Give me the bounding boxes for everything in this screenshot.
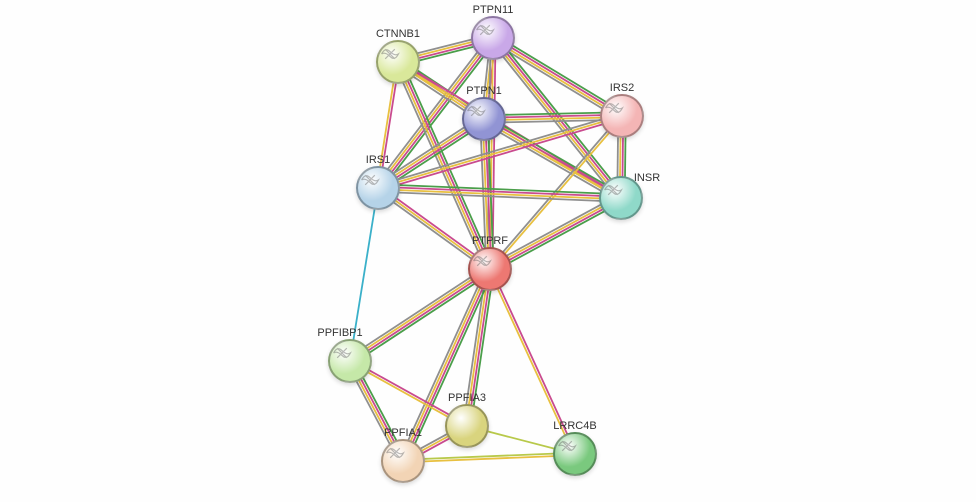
protein-label-ppfia3: PPFIA3 — [448, 392, 486, 404]
protein-structure-icon — [602, 96, 626, 120]
protein-label-ctnnb1: CTNNB1 — [376, 28, 420, 40]
protein-label-irs2: IRS2 — [610, 82, 634, 94]
protein-label-irs1: IRS1 — [366, 154, 390, 166]
protein-node-ppfia3[interactable] — [445, 404, 489, 448]
edge-line — [485, 118, 622, 197]
edge-line — [483, 120, 620, 199]
edge-line — [378, 189, 621, 199]
protein-node-ppfia1[interactable] — [381, 439, 425, 483]
protein-structure-icon — [358, 168, 382, 192]
protein-structure-icon — [555, 434, 579, 458]
protein-structure-icon — [383, 441, 407, 465]
protein-structure-icon — [330, 341, 354, 365]
edge-line — [378, 187, 621, 197]
protein-label-ppfibp1: PPFIBP1 — [317, 327, 362, 339]
protein-label-ptpn1: PTPN1 — [466, 85, 501, 97]
protein-structure-icon — [378, 42, 402, 66]
protein-node-ptprf[interactable] — [468, 247, 512, 291]
protein-structure-icon — [470, 249, 494, 273]
protein-structure-icon — [601, 178, 625, 202]
protein-node-lrrc4b[interactable] — [553, 432, 597, 476]
protein-label-ptprf: PTPRF — [472, 235, 508, 247]
protein-label-insr: INSR — [634, 172, 660, 184]
protein-node-ptpn1[interactable] — [462, 97, 506, 141]
protein-label-lrrc4b: LRRC4B — [553, 420, 596, 432]
protein-node-irs1[interactable] — [356, 166, 400, 210]
protein-label-ppfia1: PPFIA1 — [384, 427, 422, 439]
protein-node-irs2[interactable] — [600, 94, 644, 138]
protein-node-ptpn11[interactable] — [471, 16, 515, 60]
protein-node-ctnnb1[interactable] — [376, 40, 420, 84]
protein-structure-icon — [464, 99, 488, 123]
protein-label-ptpn11: PTPN11 — [473, 4, 514, 16]
protein-node-ppfibp1[interactable] — [328, 339, 372, 383]
protein-structure-icon — [473, 18, 497, 42]
